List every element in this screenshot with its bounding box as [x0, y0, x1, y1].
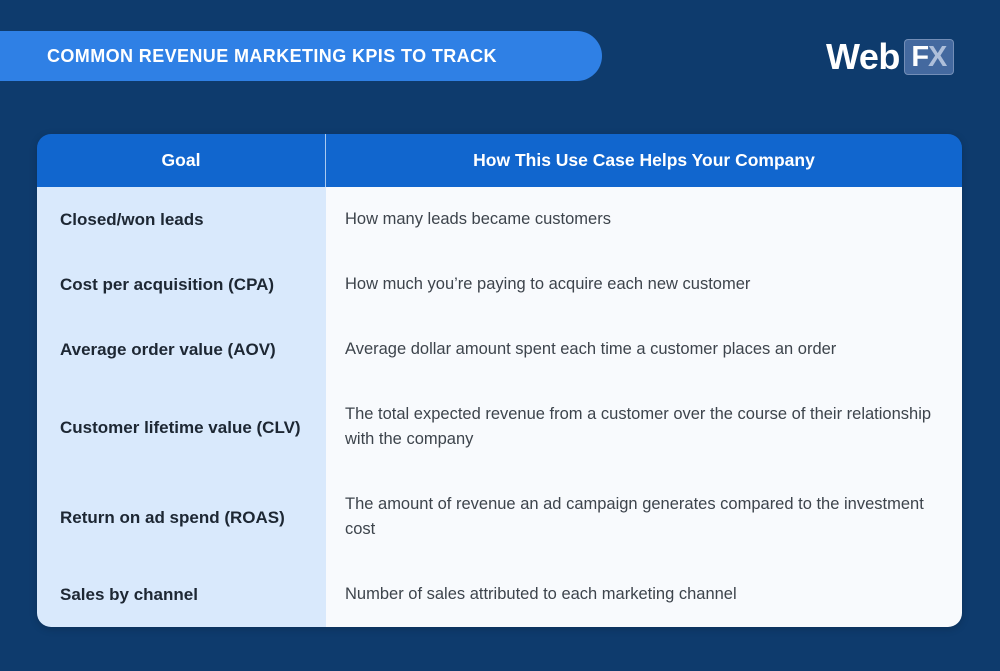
table-row: Sales by channel Number of sales attribu… [37, 562, 962, 627]
description-text: The total expected revenue from a custom… [345, 405, 932, 448]
table-row: Average order value (AOV) Average dollar… [37, 317, 962, 382]
kpi-table: Goal How This Use Case Helps Your Compan… [37, 134, 962, 627]
table-row: Cost per acquisition (CPA) How much you’… [37, 252, 962, 317]
description-text: How many leads became customers [345, 210, 611, 228]
goal-cell: Average order value (AOV) [37, 317, 326, 382]
goal-cell: Customer lifetime value (CLV) [37, 382, 326, 472]
page-title: COMMON REVENUE MARKETING KPIS TO TRACK [47, 45, 497, 66]
table-row: Closed/won leads How many leads became c… [37, 187, 962, 252]
description-cell: The amount of revenue an ad campaign gen… [326, 472, 962, 562]
goal-cell: Cost per acquisition (CPA) [37, 252, 326, 317]
description-cell: Average dollar amount spent each time a … [326, 317, 962, 382]
logo-text-web: Web [826, 36, 900, 77]
goal-label: Average order value (AOV) [60, 340, 276, 359]
goal-label: Cost per acquisition (CPA) [60, 275, 275, 294]
title-banner: COMMON REVENUE MARKETING KPIS TO TRACK [0, 31, 602, 81]
table-body: Closed/won leads How many leads became c… [37, 187, 962, 627]
description-text: Number of sales attributed to each marke… [345, 585, 737, 603]
description-text: The amount of revenue an ad campaign gen… [345, 495, 924, 538]
goal-label: Closed/won leads [60, 210, 204, 229]
description-cell: How much you’re paying to acquire each n… [326, 252, 962, 317]
table-row: Customer lifetime value (CLV) The total … [37, 382, 962, 472]
goal-label: Sales by channel [60, 585, 198, 604]
logo-letter-f: F [911, 40, 929, 73]
column-header-goal: Goal [37, 134, 326, 187]
description-text: Average dollar amount spent each time a … [345, 340, 837, 358]
goal-cell: Return on ad spend (ROAS) [37, 472, 326, 562]
description-cell: The total expected revenue from a custom… [326, 382, 962, 472]
goal-label: Customer lifetime value (CLV) [60, 417, 301, 437]
table-row: Return on ad spend (ROAS) The amount of … [37, 472, 962, 562]
goal-label: Return on ad spend (ROAS) [60, 507, 285, 527]
logo-letter-x: X [928, 40, 947, 73]
description-text: How much you’re paying to acquire each n… [345, 275, 751, 293]
description-cell: How many leads became customers [326, 187, 962, 252]
table-header-row: Goal How This Use Case Helps Your Compan… [37, 134, 962, 187]
goal-cell: Sales by channel [37, 562, 326, 627]
goal-cell: Closed/won leads [37, 187, 326, 252]
description-cell: Number of sales attributed to each marke… [326, 562, 962, 627]
column-header-description: How This Use Case Helps Your Company [473, 150, 815, 170]
